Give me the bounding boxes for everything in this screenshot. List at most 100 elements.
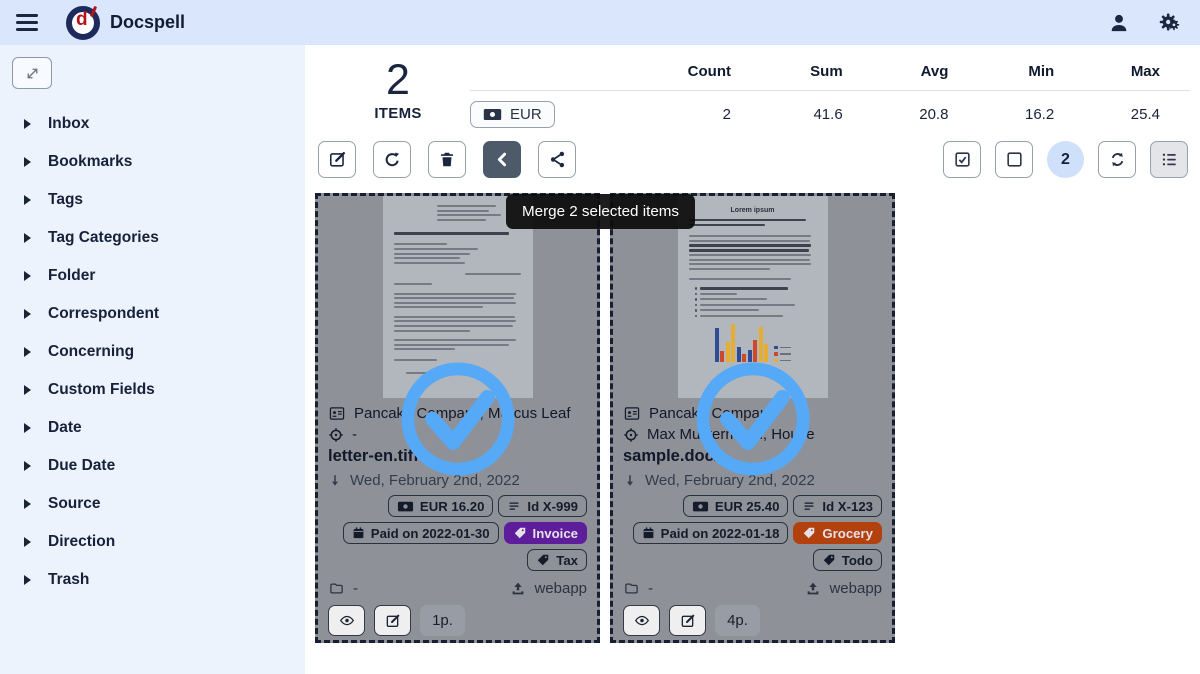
view-button[interactable]	[328, 605, 365, 636]
sidebar-item-custom-fields[interactable]: Custom Fields	[10, 371, 305, 409]
sidebar-item-label: Tags	[48, 191, 84, 208]
caret-right-icon	[24, 461, 31, 471]
calendar-icon	[643, 527, 654, 539]
sidebar-item-direction[interactable]: Direction	[10, 523, 305, 561]
stats-header-max: Max	[1084, 59, 1190, 91]
sidebar: Inbox Bookmarks Tags Tag Categories Folder Co…	[0, 45, 305, 674]
deselect-all-button[interactable]	[995, 141, 1033, 178]
trash-icon	[441, 152, 453, 167]
tag-icon	[804, 527, 815, 539]
folder-icon	[625, 583, 638, 594]
item-meta: Pancake Company Max Mustermann, House sa…	[613, 398, 892, 597]
share-button[interactable]	[538, 141, 576, 178]
caret-right-icon	[24, 537, 31, 547]
concerning: -	[352, 426, 357, 443]
edit-item-button[interactable]	[669, 605, 706, 636]
merge-tooltip: Merge 2 selected items	[506, 194, 696, 229]
app-title: Docspell	[110, 12, 186, 32]
stats-header-count: Count	[630, 59, 761, 91]
view-button[interactable]	[623, 605, 660, 636]
caret-right-icon	[24, 347, 31, 357]
sidebar-item-label: Trash	[48, 571, 90, 588]
gears-icon[interactable]	[1158, 11, 1184, 35]
refresh-button[interactable]	[373, 141, 411, 178]
sidebar-item-concerning[interactable]: Concerning	[10, 333, 305, 371]
stats-table: Count Sum Avg Min Max EUR	[470, 59, 1190, 132]
item-name: sample.docx	[623, 447, 723, 465]
sidebar-item-tag-categories[interactable]: Tag Categories	[10, 219, 305, 257]
sidebar-item-label: Tag Categories	[48, 229, 159, 246]
edit-item-button[interactable]	[374, 605, 411, 636]
due-date-badge: Paid on 2022-01-18	[632, 522, 789, 544]
sidebar-item-trash[interactable]: Trash	[10, 561, 305, 599]
calendar-icon	[353, 527, 364, 539]
sync-icon	[1111, 152, 1123, 167]
currency-eur-button[interactable]: EUR	[470, 101, 555, 128]
edit-icon	[681, 614, 694, 627]
source-value: webapp	[829, 580, 882, 597]
card-footer: 4p.	[623, 605, 892, 636]
caret-right-icon	[24, 233, 31, 243]
items-count-label: ITEMS	[374, 105, 422, 123]
correspondent: Pancake Company, Marcus Leaf	[354, 405, 571, 422]
page-count-chip: 4p.	[715, 605, 760, 636]
square-icon	[1006, 152, 1022, 167]
address-card-icon	[329, 407, 345, 420]
items-count-block: 2 ITEMS	[362, 56, 434, 123]
sidebar-item-label: Concerning	[48, 343, 135, 360]
select-all-button[interactable]	[943, 141, 981, 178]
sidebar-item-due-date[interactable]: Due Date	[10, 447, 305, 485]
sidebar-expand-button[interactable]	[12, 57, 52, 89]
hamburger-icon[interactable]	[16, 14, 38, 31]
item-name: letter-en.tiff	[328, 447, 419, 465]
concerning: Max Mustermann, House	[647, 426, 815, 443]
arrow-down-icon	[331, 475, 339, 486]
refresh-icon	[385, 152, 399, 167]
sidebar-item-folder[interactable]: Folder	[10, 257, 305, 295]
docspell-logo[interactable]: d	[66, 5, 100, 40]
trash-button[interactable]	[428, 141, 466, 178]
edit-button[interactable]	[318, 141, 356, 178]
caret-right-icon	[24, 385, 31, 395]
item-badges: EUR 16.20 Id X-999 Paid on 2022-01-30	[328, 495, 587, 571]
folder-icon	[330, 583, 343, 594]
merge-icon	[497, 152, 506, 167]
crosshair-icon	[329, 427, 343, 442]
thumbnail-title: Lorem ipsum	[730, 207, 775, 214]
sidebar-item-label: Inbox	[48, 115, 90, 132]
sidebar-item-label: Date	[48, 419, 82, 436]
topbar: d Docspell	[0, 0, 1200, 45]
toolbar-section: 2	[305, 139, 1200, 191]
tag-badge: Grocery	[793, 522, 882, 544]
sidebar-item-source[interactable]: Source	[10, 485, 305, 523]
user-icon[interactable]	[1108, 12, 1130, 34]
sidebar-item-tags[interactable]: Tags	[10, 181, 305, 219]
invert-selection-button[interactable]	[1098, 141, 1136, 178]
sidebar-item-bookmarks[interactable]: Bookmarks	[10, 143, 305, 181]
caret-right-icon	[24, 157, 31, 167]
sidebar-item-date[interactable]: Date	[10, 409, 305, 447]
item-meta: Pancake Company, Marcus Leaf - letter-en…	[318, 398, 597, 597]
item-card-sample[interactable]: Lorem ipsum	[610, 193, 895, 643]
arrow-down-icon	[626, 475, 634, 486]
due-date-badge: Paid on 2022-01-30	[342, 522, 499, 544]
money-icon	[397, 501, 413, 511]
list-view-button[interactable]	[1150, 141, 1188, 178]
sidebar-item-inbox[interactable]: Inbox	[10, 105, 305, 143]
item-date: Wed, February 2nd, 2022	[350, 472, 520, 489]
summary-section: 2 ITEMS Count Sum Avg Min Max	[305, 53, 1200, 139]
tag-icon	[823, 554, 834, 566]
sidebar-item-label: Due Date	[48, 457, 116, 474]
sidebar-nav: Inbox Bookmarks Tags Tag Categories Folder Co…	[10, 105, 305, 599]
id-badge: Id X-123	[793, 495, 882, 517]
item-card-letter-en[interactable]: Pancake Company, Marcus Leaf - letter-en…	[315, 193, 600, 643]
check-square-icon	[954, 152, 970, 167]
list-view-icon	[1162, 153, 1176, 166]
merge-button[interactable]	[483, 141, 521, 178]
sidebar-item-label: Direction	[48, 533, 116, 550]
sidebar-item-correspondent[interactable]: Correspondent	[10, 295, 305, 333]
stats-min: 16.2	[1025, 106, 1055, 123]
folder-value: -	[648, 580, 653, 597]
amount-badge: EUR 16.20	[387, 495, 494, 517]
stats-header-min: Min	[978, 59, 1085, 91]
